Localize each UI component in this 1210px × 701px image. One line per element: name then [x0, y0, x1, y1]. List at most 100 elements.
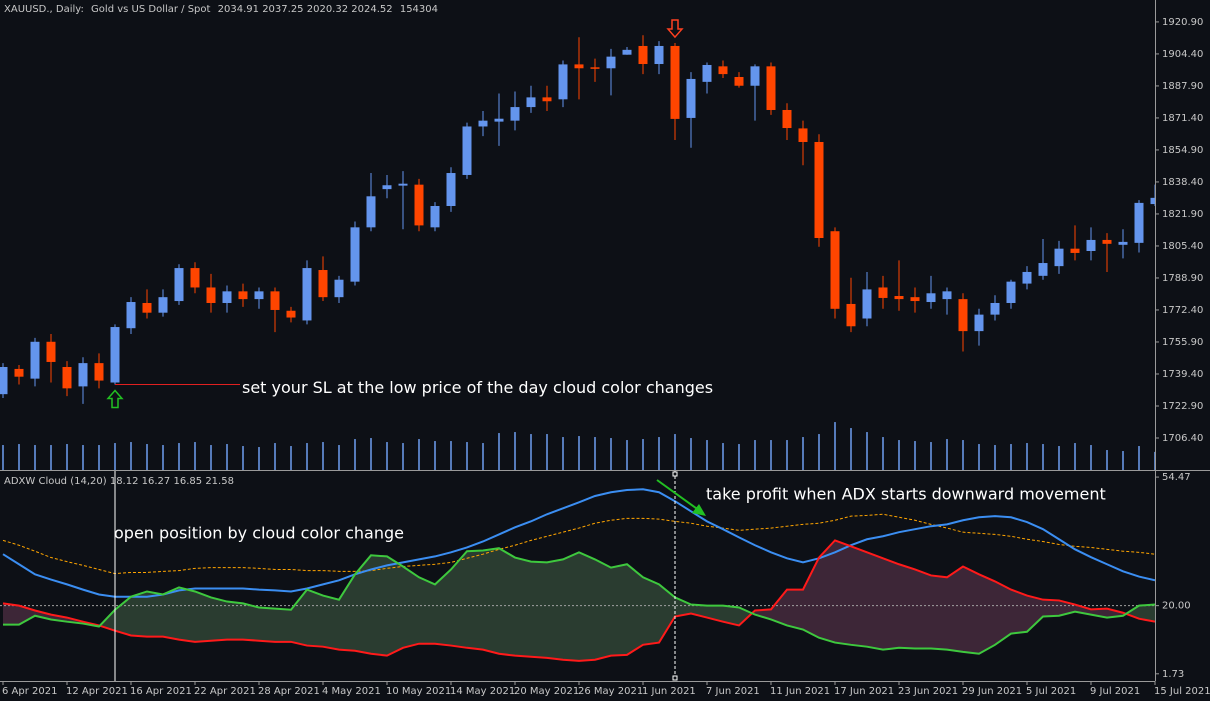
cloud-segment — [307, 589, 323, 647]
candle-body — [14, 368, 24, 377]
x-tick-label: 7 Jun 2021 — [706, 686, 760, 697]
cloud-segment — [19, 605, 35, 625]
candle-body — [782, 109, 792, 129]
candle-body — [622, 49, 632, 55]
candle-body — [638, 45, 648, 65]
header-volume: 154304 — [400, 4, 438, 15]
candle-body — [750, 66, 760, 86]
candle-body — [0, 366, 8, 395]
plot-area — [0, 19, 1155, 681]
cloud-segment — [915, 569, 931, 649]
candle-body — [702, 64, 712, 82]
cloud-segment — [851, 546, 867, 647]
indicator-value: 16.27 — [142, 476, 171, 487]
cloud-segment — [211, 597, 227, 641]
cloud-segment — [515, 557, 531, 657]
candle-body — [30, 341, 40, 379]
y-tick-label: 1788.90 — [1162, 273, 1203, 284]
cloud-segment — [243, 603, 259, 641]
candle-body — [558, 64, 568, 100]
cloud-segment — [899, 564, 915, 649]
y-tick-label: 1854.90 — [1162, 145, 1203, 156]
candle-body — [334, 279, 344, 298]
cloud-segment — [499, 548, 515, 656]
y-tick-label: 1755.90 — [1162, 337, 1203, 348]
candle-body — [878, 287, 888, 298]
cloud-segment — [419, 577, 435, 644]
indicator-line — [2, 513, 1155, 575]
candle-body — [574, 64, 584, 69]
cloud-segment — [115, 596, 131, 636]
annotation: open position by cloud color change — [114, 524, 404, 543]
header-low: 2020.32 — [307, 4, 348, 15]
candle-body — [942, 291, 952, 300]
y-tick-label: 1821.90 — [1162, 209, 1203, 220]
cloud-segment — [771, 589, 787, 626]
candle-body — [238, 291, 248, 300]
indicator-header: ADXW Cloud (14,20) 18.12 16.27 16.85 21.… — [4, 476, 234, 487]
candle-body — [1150, 197, 1155, 205]
buy-arrow — [106, 389, 124, 409]
cloud-segment — [867, 552, 883, 650]
candle-body — [174, 268, 184, 302]
candle-body — [126, 302, 136, 329]
cloud-segment — [3, 603, 19, 625]
y-tick-label: 1722.90 — [1162, 401, 1203, 412]
cloud-segment — [403, 566, 419, 648]
candle-body — [1054, 248, 1064, 267]
cloud-segment — [595, 559, 611, 660]
candle-body — [62, 366, 72, 389]
candle-body — [894, 296, 904, 300]
candle-body — [158, 297, 168, 313]
candle-body — [366, 196, 376, 228]
cloud-segment — [995, 581, 1011, 645]
candle-body — [926, 293, 936, 303]
x-tick-label: 16 Apr 2021 — [130, 686, 192, 697]
candle-body — [1006, 281, 1016, 303]
candle-body — [142, 302, 152, 313]
x-tick-label: 28 Apr 2021 — [258, 686, 320, 697]
candle-body — [606, 56, 616, 69]
x-tick-label: 10 May 2021 — [386, 686, 451, 697]
indicator-value: 16.85 — [173, 476, 202, 487]
y-tick-label: 1871.40 — [1162, 113, 1203, 124]
y-tick-label: 54.47 — [1162, 472, 1191, 483]
candle-body — [734, 77, 744, 86]
cloud-segment — [259, 607, 275, 642]
cloud-segment — [931, 575, 947, 650]
cloud-segment — [819, 540, 835, 643]
candle-body — [46, 341, 56, 362]
cloud-segment — [579, 552, 595, 661]
cloud-segment — [1027, 595, 1043, 632]
candle-body — [1102, 239, 1112, 244]
candle-body — [1134, 202, 1144, 243]
candle-body — [1022, 271, 1032, 284]
tp-arrow-head — [692, 504, 706, 516]
candle-body — [414, 184, 424, 226]
candle-body — [958, 299, 968, 332]
candle-body — [494, 118, 504, 122]
candle-body — [110, 327, 120, 383]
cloud-segment — [675, 597, 691, 617]
candle-body — [270, 291, 280, 310]
candle-body — [478, 120, 488, 127]
cloud-segment — [483, 548, 499, 654]
x-tick-label: 4 May 2021 — [322, 686, 381, 697]
candle-body — [766, 66, 776, 110]
cloud-segment — [963, 566, 979, 654]
cloud-segment — [355, 555, 371, 654]
candle-body — [590, 67, 600, 69]
candle-body — [510, 107, 520, 121]
indicator-value: 21.58 — [205, 476, 234, 487]
candle-body — [254, 291, 264, 300]
cloud-segment — [1043, 599, 1059, 617]
exit-marker-handle — [672, 675, 678, 681]
header-open: 2034.91 — [218, 4, 259, 15]
x-tick-label: 14 May 2021 — [450, 686, 515, 697]
candle-body — [1086, 239, 1096, 252]
candle-body — [430, 206, 440, 228]
symbol: XAUUSD., Daily: — [4, 4, 84, 15]
x-tick-label: 9 Jul 2021 — [1090, 686, 1140, 697]
candle-body — [1038, 263, 1048, 276]
annotation: take profit when ADX starts downward mov… — [706, 485, 1106, 504]
